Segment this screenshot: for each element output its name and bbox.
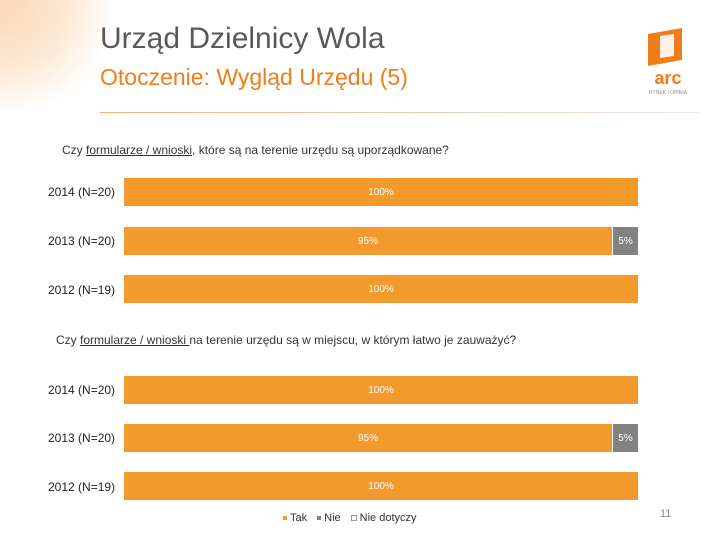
chart1-bar-2014: 100% (124, 178, 638, 206)
chart1-bar-2012: 100% (124, 275, 638, 303)
chart1-row-label-2013: 2013 (N=20) (48, 234, 116, 248)
chart1-bar-2013: 95% 5% (124, 227, 638, 255)
bar-segment-tak: 95% (124, 424, 612, 452)
bar-segment-tak: 100% (124, 275, 638, 303)
chart2-question: Czy formularze / wnioski na terenie urzę… (56, 333, 517, 347)
chart1-row-label-2012: 2012 (N=19) (48, 283, 116, 297)
arc-logo: arc RYNEK I OPINIA (648, 28, 688, 96)
data-label: 95% (357, 432, 378, 444)
chart2-bar-2014: 100% (124, 376, 638, 404)
data-label: 100% (368, 480, 394, 492)
legend-swatch-nie-dotyczy (350, 515, 357, 521)
legend-label-nie: Nie (324, 512, 341, 524)
chart2-bar-2012: 100% (124, 472, 638, 500)
chart1-row-label-2014: 2014 (N=20) (48, 185, 116, 199)
bar-segment-tak: 100% (124, 376, 638, 404)
chart2-row-label-2013: 2013 (N=20) (48, 431, 116, 445)
page-title: Urząd Dzielnicy Wola (100, 22, 385, 55)
logo-tagline: RYNEK I OPINIA (649, 90, 688, 96)
data-label: 100% (368, 186, 394, 198)
legend-swatch-nie (317, 516, 322, 520)
data-label: 95% (357, 235, 378, 247)
data-label: 100% (368, 283, 394, 295)
legend-swatch-tak (283, 516, 287, 520)
logo-text: arc (654, 68, 681, 88)
legend-label-nie-dotyczy: Nie dotyczy (359, 512, 417, 524)
header-divider (100, 112, 700, 113)
page-number: 11 (660, 508, 672, 520)
chart-legend: Tak Nie Nie dotyczy (283, 512, 417, 524)
bar-segment-nie: 5% (612, 424, 638, 452)
chart2-row-label-2014: 2014 (N=20) (48, 383, 116, 397)
chart2-row-label-2012: 2012 (N=19) (48, 480, 116, 494)
bar-segment-tak: 100% (124, 472, 638, 500)
chart1-question: Czy formularze / wnioski, które są na te… (62, 143, 449, 157)
data-label: 100% (368, 384, 394, 396)
legend-item-tak: Tak (283, 512, 307, 524)
legend-item-nie: Nie (317, 512, 341, 524)
bar-segment-tak: 100% (124, 178, 638, 206)
data-label: 5% (618, 432, 633, 444)
legend-label-tak: Tak (290, 512, 308, 524)
bar-segment-nie: 5% (612, 227, 638, 255)
legend-item-nie-dotyczy: Nie dotyczy (350, 512, 417, 524)
chart2-bar-2013: 95% 5% (124, 424, 638, 452)
bar-segment-tak: 95% (124, 227, 612, 255)
page-subtitle: Otoczenie: Wygląd Urzędu (5) (100, 64, 408, 90)
corner-decoration (0, 0, 110, 110)
data-label: 5% (618, 235, 633, 247)
